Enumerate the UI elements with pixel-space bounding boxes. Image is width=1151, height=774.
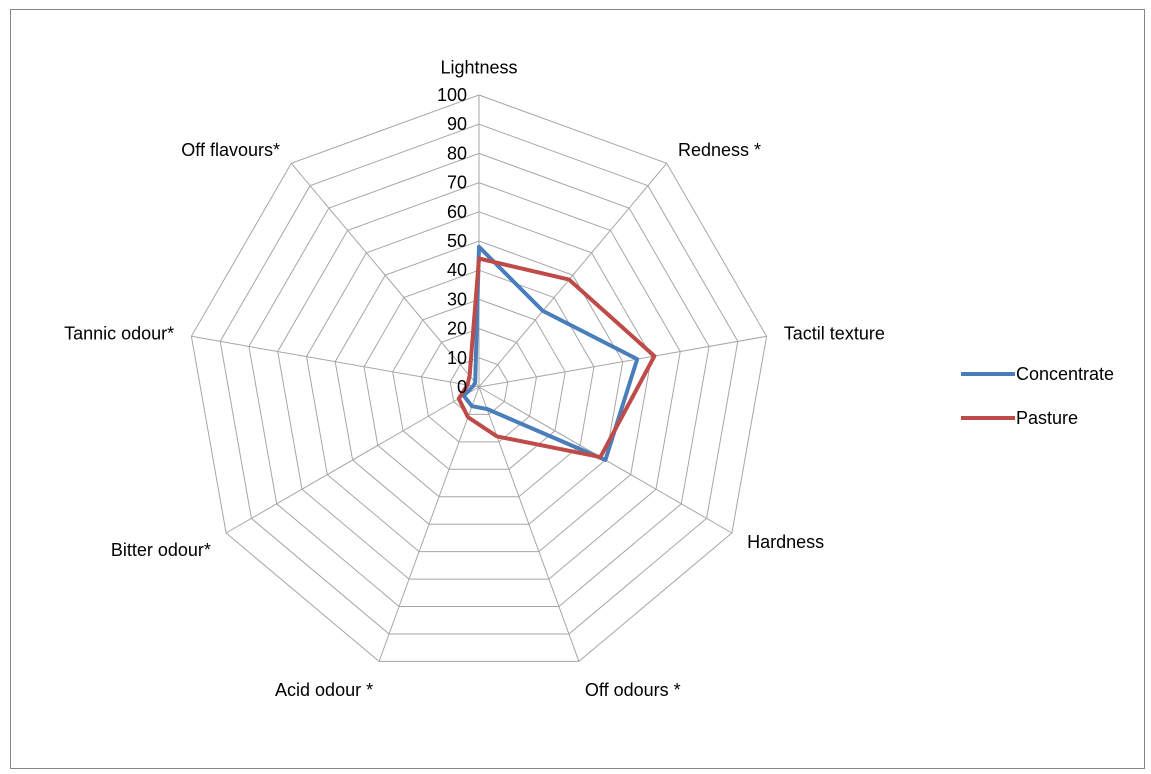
grid-ring: [190, 94, 768, 662]
tick-label: 80: [447, 143, 467, 163]
radar-chart: 0 10 20 30 40 50 60 70 80 90 100 Lightness Redness …: [64, 58, 1114, 700]
grid-ring: [219, 123, 739, 635]
grid-ring: [392, 298, 566, 470]
axis-label: Bitter odour*: [111, 540, 211, 560]
radar-grid: [190, 94, 768, 662]
tick-labels: 0 10 20 30 40 50 60 70 80 90 100: [437, 85, 467, 397]
axis-labels: Lightness Redness * Tactil texture Hardness…: [64, 58, 885, 700]
axis-label: Tactil texture: [784, 323, 885, 343]
grid-ring: [277, 182, 681, 580]
tick-label: 40: [447, 260, 467, 280]
chart-area: 0 10 20 30 40 50 60 70 80 90 100 Lightness Redness …: [10, 9, 1145, 769]
tick-label: 60: [447, 202, 467, 222]
axis-label: Redness *: [678, 140, 761, 160]
tick-label: 0: [457, 377, 467, 397]
tick-label: 70: [447, 173, 467, 193]
axis-spoke: [378, 386, 480, 662]
axis-label: Lightness: [440, 58, 517, 78]
grid-ring: [449, 357, 509, 415]
axis-spoke: [478, 386, 580, 662]
axis-spoke: [478, 335, 767, 388]
grid-ring: [334, 240, 624, 525]
axis-label: Off odours *: [585, 680, 681, 700]
tick-label: 50: [447, 231, 467, 251]
tick-label: 100: [437, 85, 467, 105]
grid-ring: [420, 328, 538, 443]
tick-label: 90: [447, 114, 467, 134]
grid-ring: [363, 269, 595, 498]
tick-label: 20: [447, 319, 467, 339]
axis-spoke: [191, 335, 480, 388]
tick-label: 30: [447, 289, 467, 309]
axis-label: Tannic odour*: [64, 323, 174, 343]
axis-spoke: [290, 162, 480, 388]
grid-ring: [248, 152, 710, 607]
legend: Concentrate Pasture: [961, 364, 1114, 428]
axis-label: Acid odour *: [275, 680, 373, 700]
series-line-pasture: [456, 256, 657, 460]
legend-label: Concentrate: [1016, 364, 1114, 384]
series-line-concentrate: [461, 244, 640, 462]
axis-spoke: [478, 162, 668, 388]
tick-label: 10: [447, 348, 467, 368]
axis-label: Off flavours*: [181, 140, 280, 160]
axis-label: Hardness: [747, 532, 824, 552]
series-lines: [456, 244, 657, 462]
axis-spoke: [225, 386, 480, 534]
legend-label: Pasture: [1016, 408, 1078, 428]
grid-ring: [305, 211, 653, 553]
